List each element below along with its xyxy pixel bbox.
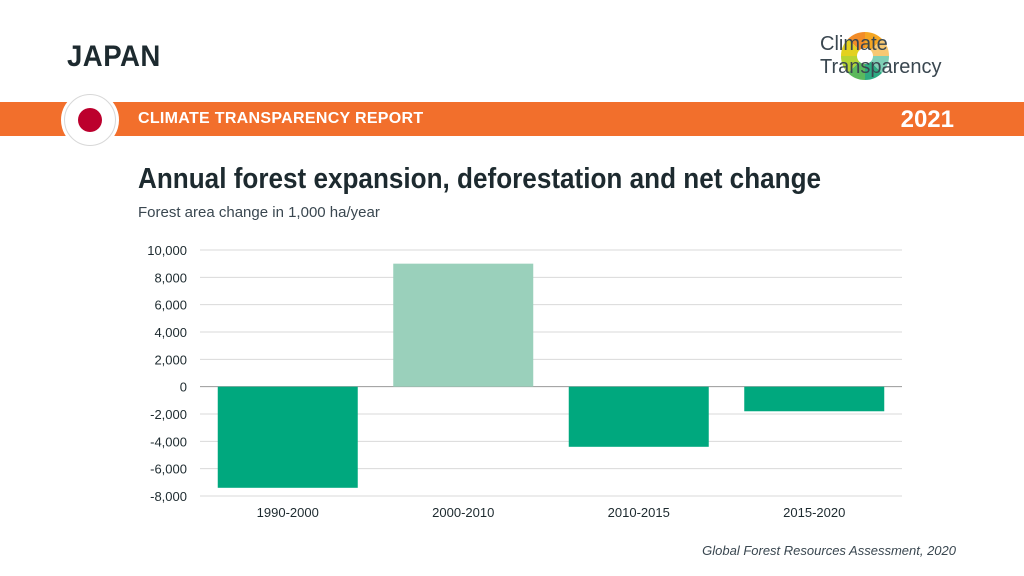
y-tick-label: 2,000 — [154, 352, 187, 367]
y-tick-label: 0 — [180, 380, 187, 395]
y-tick-label: -8,000 — [150, 489, 187, 504]
chart-title: Annual forest expansion, deforestation a… — [138, 163, 822, 195]
bar — [568, 386, 709, 447]
y-tick-label: 10,000 — [147, 243, 187, 258]
x-tick-label: 2010-2015 — [608, 505, 670, 520]
report-band — [0, 102, 1024, 136]
report-label: CLIMATE TRANSPARENCY REPORT — [138, 110, 424, 127]
logo-text-line1: Climate — [820, 33, 888, 55]
report-year: 2021 — [900, 106, 954, 133]
bar — [744, 386, 885, 412]
y-tick-label: 4,000 — [154, 325, 187, 340]
y-tick-label: -4,000 — [150, 434, 187, 449]
logo-text-line2: Transparency — [820, 56, 942, 78]
climate-transparency-logo-icon — [840, 31, 890, 81]
x-tick-label: 2015-2020 — [783, 505, 845, 520]
bar — [393, 263, 534, 387]
source-note: Global Forest Resources Assessment, 2020 — [702, 543, 956, 558]
chart-subtitle: Forest area change in 1,000 ha/year — [138, 204, 380, 221]
japan-flag-icon — [64, 94, 116, 146]
x-tick-label: 1990-2000 — [257, 505, 319, 520]
country-title: JAPAN — [67, 40, 161, 73]
y-tick-label: -2,000 — [150, 407, 187, 422]
y-tick-label: 6,000 — [154, 298, 187, 313]
x-tick-label: 2000-2010 — [432, 505, 494, 520]
y-tick-label: 8,000 — [154, 270, 187, 285]
bar — [217, 386, 358, 488]
logo-text: Climate Transparency — [820, 33, 942, 79]
y-tick-label: -6,000 — [150, 462, 187, 477]
